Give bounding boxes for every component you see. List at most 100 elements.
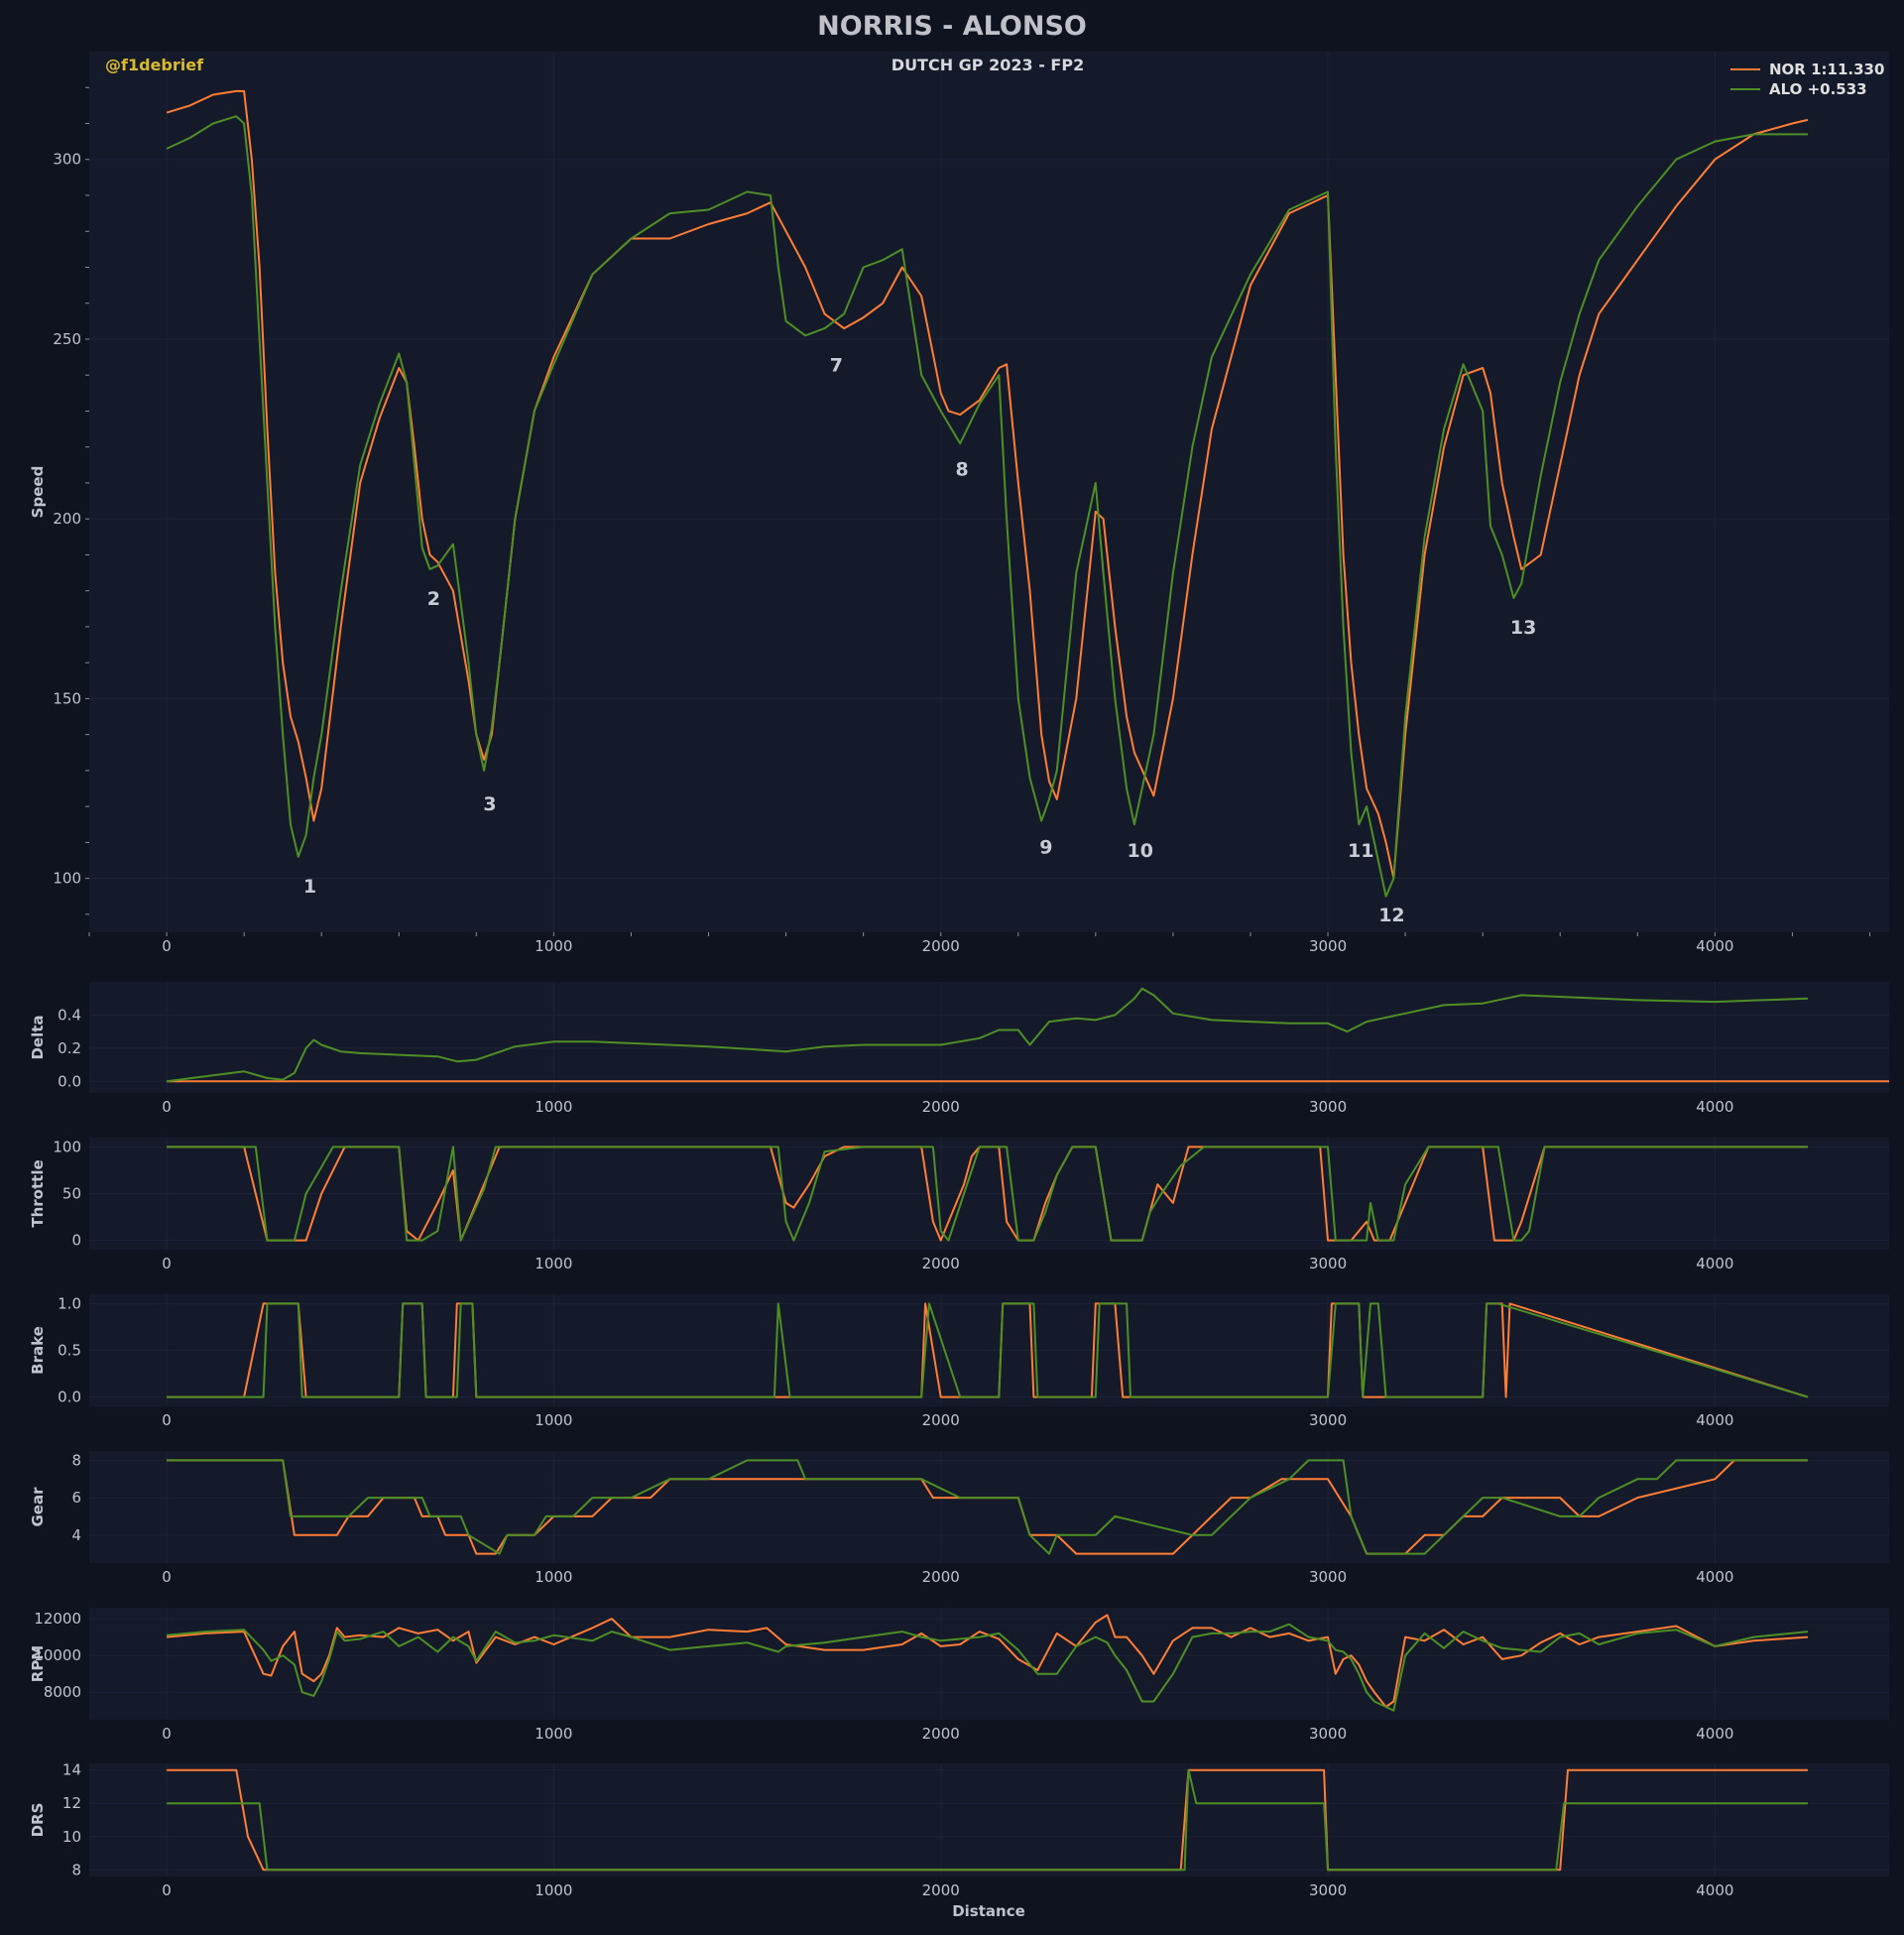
plot-area [89, 52, 1889, 932]
x-tick-label: 0 [162, 1881, 172, 1899]
panel-speed: 0 1000 2000 3000 4000100150200250300Speed123… [29, 52, 1889, 955]
legend: NOR 1:11.330 ALO +0.533 [1730, 60, 1884, 98]
y-tick-label: 6 [71, 1489, 81, 1507]
x-tick-label: 2000 [922, 1098, 960, 1116]
legend-entry-alo: ALO +0.533 [1769, 80, 1867, 98]
y-tick-label: 100 [53, 1138, 81, 1155]
series-line-nor [167, 1768, 1808, 1872]
series-line-alo [166, 987, 1809, 1083]
x-tick-label: 1000 [535, 1255, 572, 1272]
x-tick-label: 4000 [1696, 1881, 1733, 1899]
y-tick-label: 12 [62, 1794, 81, 1812]
y-axis-label: Gear [29, 1487, 47, 1527]
series-line-nor [167, 1614, 1809, 1708]
y-tick-label: 8 [71, 1861, 81, 1878]
x-tick-label: 3000 [1309, 1881, 1347, 1899]
series-line-alo [167, 1302, 1809, 1398]
x-tick-label: 1000 [535, 937, 572, 955]
corner-label: 1 [303, 876, 316, 898]
y-tick-label: 4 [71, 1526, 81, 1544]
x-tick-label: 0 [162, 1725, 172, 1743]
y-tick-label: 8000 [44, 1683, 81, 1701]
panels: 0 1000 2000 3000 4000100150200250300Speed123… [29, 52, 1889, 1899]
x-tick-label: 1000 [535, 1568, 572, 1586]
x-tick-label: 4000 [1696, 1568, 1733, 1586]
plot-area [89, 1763, 1889, 1876]
series-line-nor [166, 89, 1809, 880]
panel-delta: 0 1000 2000 3000 4000 0.0 0.2 0.4 Delta [29, 982, 1889, 1116]
y-tick-label: 150 [53, 689, 81, 707]
panel-drs: 0 1000 2000 3000 4000 8 10 12 14 DRS [29, 1761, 1889, 1899]
series-line-alo [167, 1623, 1809, 1712]
panel-throttle: 0 1000 2000 3000 4000 0 50 100 Throttle [29, 1138, 1889, 1272]
x-tick-label: 0 [162, 1411, 172, 1429]
legend-entry-nor: NOR 1:11.330 [1769, 60, 1884, 78]
x-tick-label: 0 [162, 937, 172, 955]
x-tick-label: 2000 [922, 1881, 960, 1899]
y-axis-label: DRS [29, 1803, 47, 1838]
x-tick-label: 3000 [1309, 1568, 1347, 1586]
panel-brake: 0 1000 2000 3000 4000 0.0 0.5 1.0 Brake [29, 1294, 1889, 1429]
x-tick-label: 0 [162, 1568, 172, 1586]
y-tick-label: 8 [71, 1451, 81, 1469]
x-tick-label: 3000 [1309, 1098, 1347, 1116]
series-line-alo [167, 1146, 1808, 1242]
x-tick-label: 3000 [1309, 1255, 1347, 1272]
x-tick-label: 2000 [922, 1725, 960, 1743]
x-tick-label: 0 [162, 1098, 172, 1116]
y-tick-label: 10 [62, 1828, 81, 1846]
x-tick-label: 2000 [922, 1568, 960, 1586]
y-axis-label: Delta [29, 1015, 47, 1059]
corner-label: 9 [1039, 836, 1052, 858]
corner-label: 2 [427, 588, 440, 610]
y-tick-label: 50 [62, 1185, 81, 1203]
y-tick-label: 14 [62, 1761, 81, 1779]
y-tick-label: 0 [71, 1232, 81, 1250]
x-tick-label: 4000 [1696, 937, 1733, 955]
x-tick-label: 4000 [1696, 1098, 1733, 1116]
x-tick-label: 1000 [535, 1881, 572, 1899]
y-tick-label: 0.0 [58, 1072, 81, 1090]
watermark: @f1debrief [105, 56, 204, 74]
x-tick-label: 0 [162, 1255, 172, 1272]
y-tick-label: 300 [53, 151, 81, 169]
corner-label: 12 [1378, 905, 1404, 926]
x-tick-label: 4000 [1696, 1411, 1733, 1429]
x-tick-label: 2000 [922, 937, 960, 955]
y-tick-label: 0.4 [58, 1006, 81, 1024]
y-tick-label: 10000 [34, 1646, 81, 1664]
x-tick-label: 1000 [535, 1098, 572, 1116]
series-line-alo [166, 115, 1808, 898]
y-tick-label: 200 [53, 510, 81, 528]
corner-label: 7 [830, 355, 843, 377]
x-tick-label: 4000 [1696, 1725, 1733, 1743]
y-tick-label: 1.0 [58, 1294, 81, 1312]
series-line-alo [167, 1459, 1808, 1555]
y-tick-label: 100 [53, 870, 81, 888]
x-tick-label: 3000 [1309, 937, 1347, 955]
x-axis-label: Distance [952, 1902, 1025, 1920]
y-axis-label: RPM [29, 1645, 47, 1682]
corner-label: 10 [1127, 840, 1152, 862]
corner-label: 3 [483, 793, 496, 815]
panel-rpm: 0 1000 2000 3000 4000 8000 10000 12000 RPM [29, 1608, 1889, 1743]
x-tick-label: 1000 [535, 1411, 572, 1429]
corner-label: 11 [1348, 840, 1373, 862]
y-tick-label: 0.5 [58, 1342, 81, 1360]
y-tick-label: 0.0 [58, 1389, 81, 1406]
y-tick-label: 0.2 [58, 1039, 81, 1057]
x-tick-label: 3000 [1309, 1725, 1347, 1743]
x-tick-label: 4000 [1696, 1255, 1733, 1272]
plot-area [89, 1608, 1889, 1720]
plot-area [89, 982, 1889, 1093]
x-tick-label: 3000 [1309, 1411, 1347, 1429]
y-axis-label: Speed [29, 466, 47, 519]
chart-subtitle: DUTCH GP 2023 - FP2 [892, 56, 1084, 74]
y-tick-label: 250 [53, 330, 81, 348]
x-tick-label: 2000 [922, 1255, 960, 1272]
panel-gear: 0 1000 2000 3000 4000 4 6 8 Gear [29, 1451, 1889, 1586]
chart-title: NORRIS - ALONSO [817, 11, 1087, 42]
corner-label: 8 [956, 459, 969, 481]
y-axis-label: Throttle [29, 1159, 47, 1227]
